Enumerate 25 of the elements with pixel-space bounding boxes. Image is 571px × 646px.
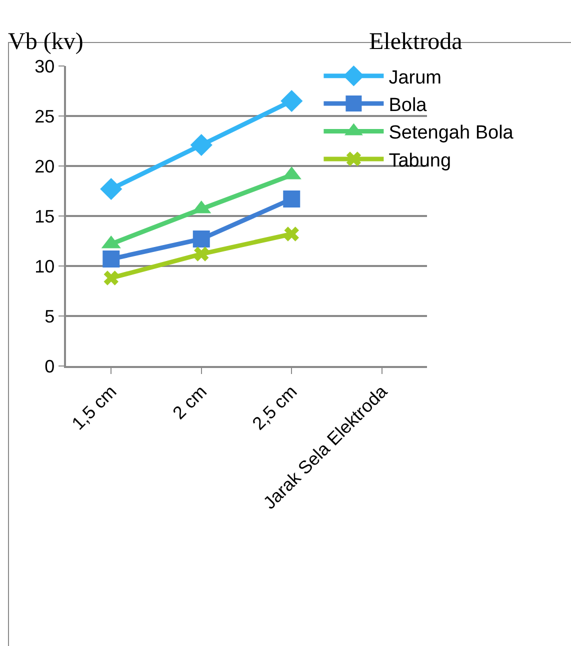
y-tick-label: 30: [34, 56, 55, 76]
point: [100, 178, 122, 200]
point: [283, 190, 300, 208]
point: [280, 90, 303, 112]
y-tick-label: 25: [34, 106, 55, 126]
y-tick-label: 0: [44, 356, 55, 376]
x-tick-label: 2 cm: [168, 381, 211, 424]
text: Elektroda: [369, 29, 463, 55]
legend-label: Bola: [388, 94, 428, 116]
legend-label: Setengah Bola: [388, 122, 514, 144]
y-tick-label: 5: [44, 306, 55, 326]
y-tick-label: 20: [34, 156, 55, 176]
legend-label: Tabung: [388, 150, 452, 172]
x-tick-label: 1,5 cm: [68, 381, 120, 434]
point: [194, 246, 209, 262]
point: [102, 250, 120, 268]
point: [284, 226, 299, 242]
y-tick-label: 15: [34, 206, 55, 226]
y-tick-label: 10: [34, 256, 55, 276]
y-axis-title: Vb (kv): [8, 29, 84, 55]
point: [190, 134, 212, 156]
point: [192, 230, 210, 248]
legend-label: Jarum: [388, 67, 442, 88]
x-tick-label: 2,5 cm: [248, 381, 301, 434]
point: [104, 270, 118, 286]
